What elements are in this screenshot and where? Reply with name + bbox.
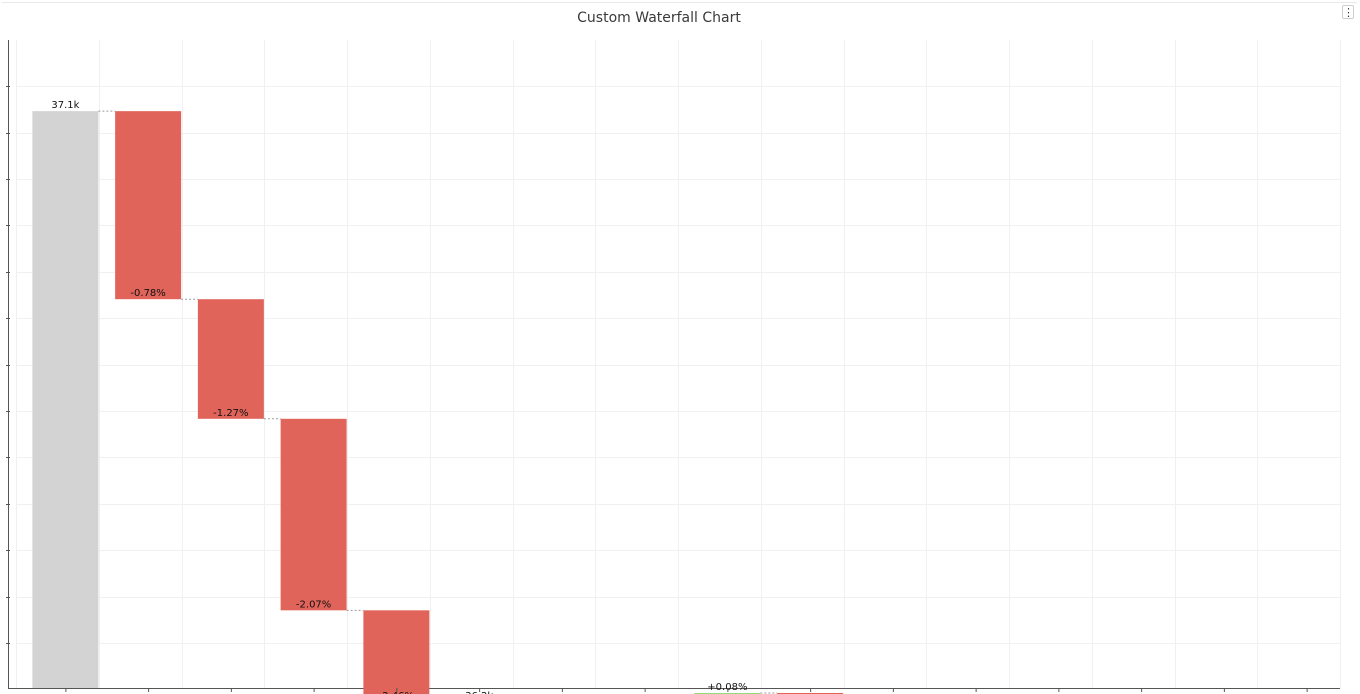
decrease-bar <box>197 299 264 419</box>
total-bar <box>32 111 99 689</box>
data-label: -2.46% <box>379 691 414 694</box>
data-label: +0.08% <box>707 682 747 693</box>
chart-menu-button[interactable]: ⋮ <box>1342 5 1354 19</box>
decrease-bar <box>115 111 182 300</box>
kebab-menu-icon: ⋮ <box>1343 6 1354 19</box>
increase-bar <box>694 692 761 694</box>
data-label: -1.27% <box>213 408 248 419</box>
data-label: -0.78% <box>130 288 165 299</box>
data-label: 36.2k <box>465 691 493 694</box>
decrease-bar <box>363 610 430 694</box>
data-label: 37.1k <box>51 100 79 111</box>
decrease-bar <box>280 418 347 611</box>
decrease-bar <box>777 692 844 694</box>
chart-title: Custom Waterfall Chart <box>577 10 741 26</box>
data-label: -2.07% <box>296 599 331 610</box>
